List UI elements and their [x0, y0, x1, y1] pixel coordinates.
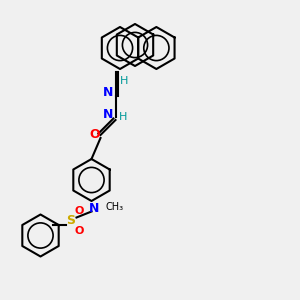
Text: CH₃: CH₃: [105, 202, 123, 212]
Text: O: O: [75, 226, 84, 236]
Text: H: H: [119, 112, 128, 122]
Text: O: O: [75, 206, 84, 217]
Text: O: O: [89, 128, 100, 142]
Text: S: S: [66, 214, 75, 227]
Text: H: H: [120, 76, 128, 86]
Text: N: N: [103, 107, 113, 121]
Text: N: N: [103, 86, 113, 100]
Text: N: N: [89, 202, 100, 215]
